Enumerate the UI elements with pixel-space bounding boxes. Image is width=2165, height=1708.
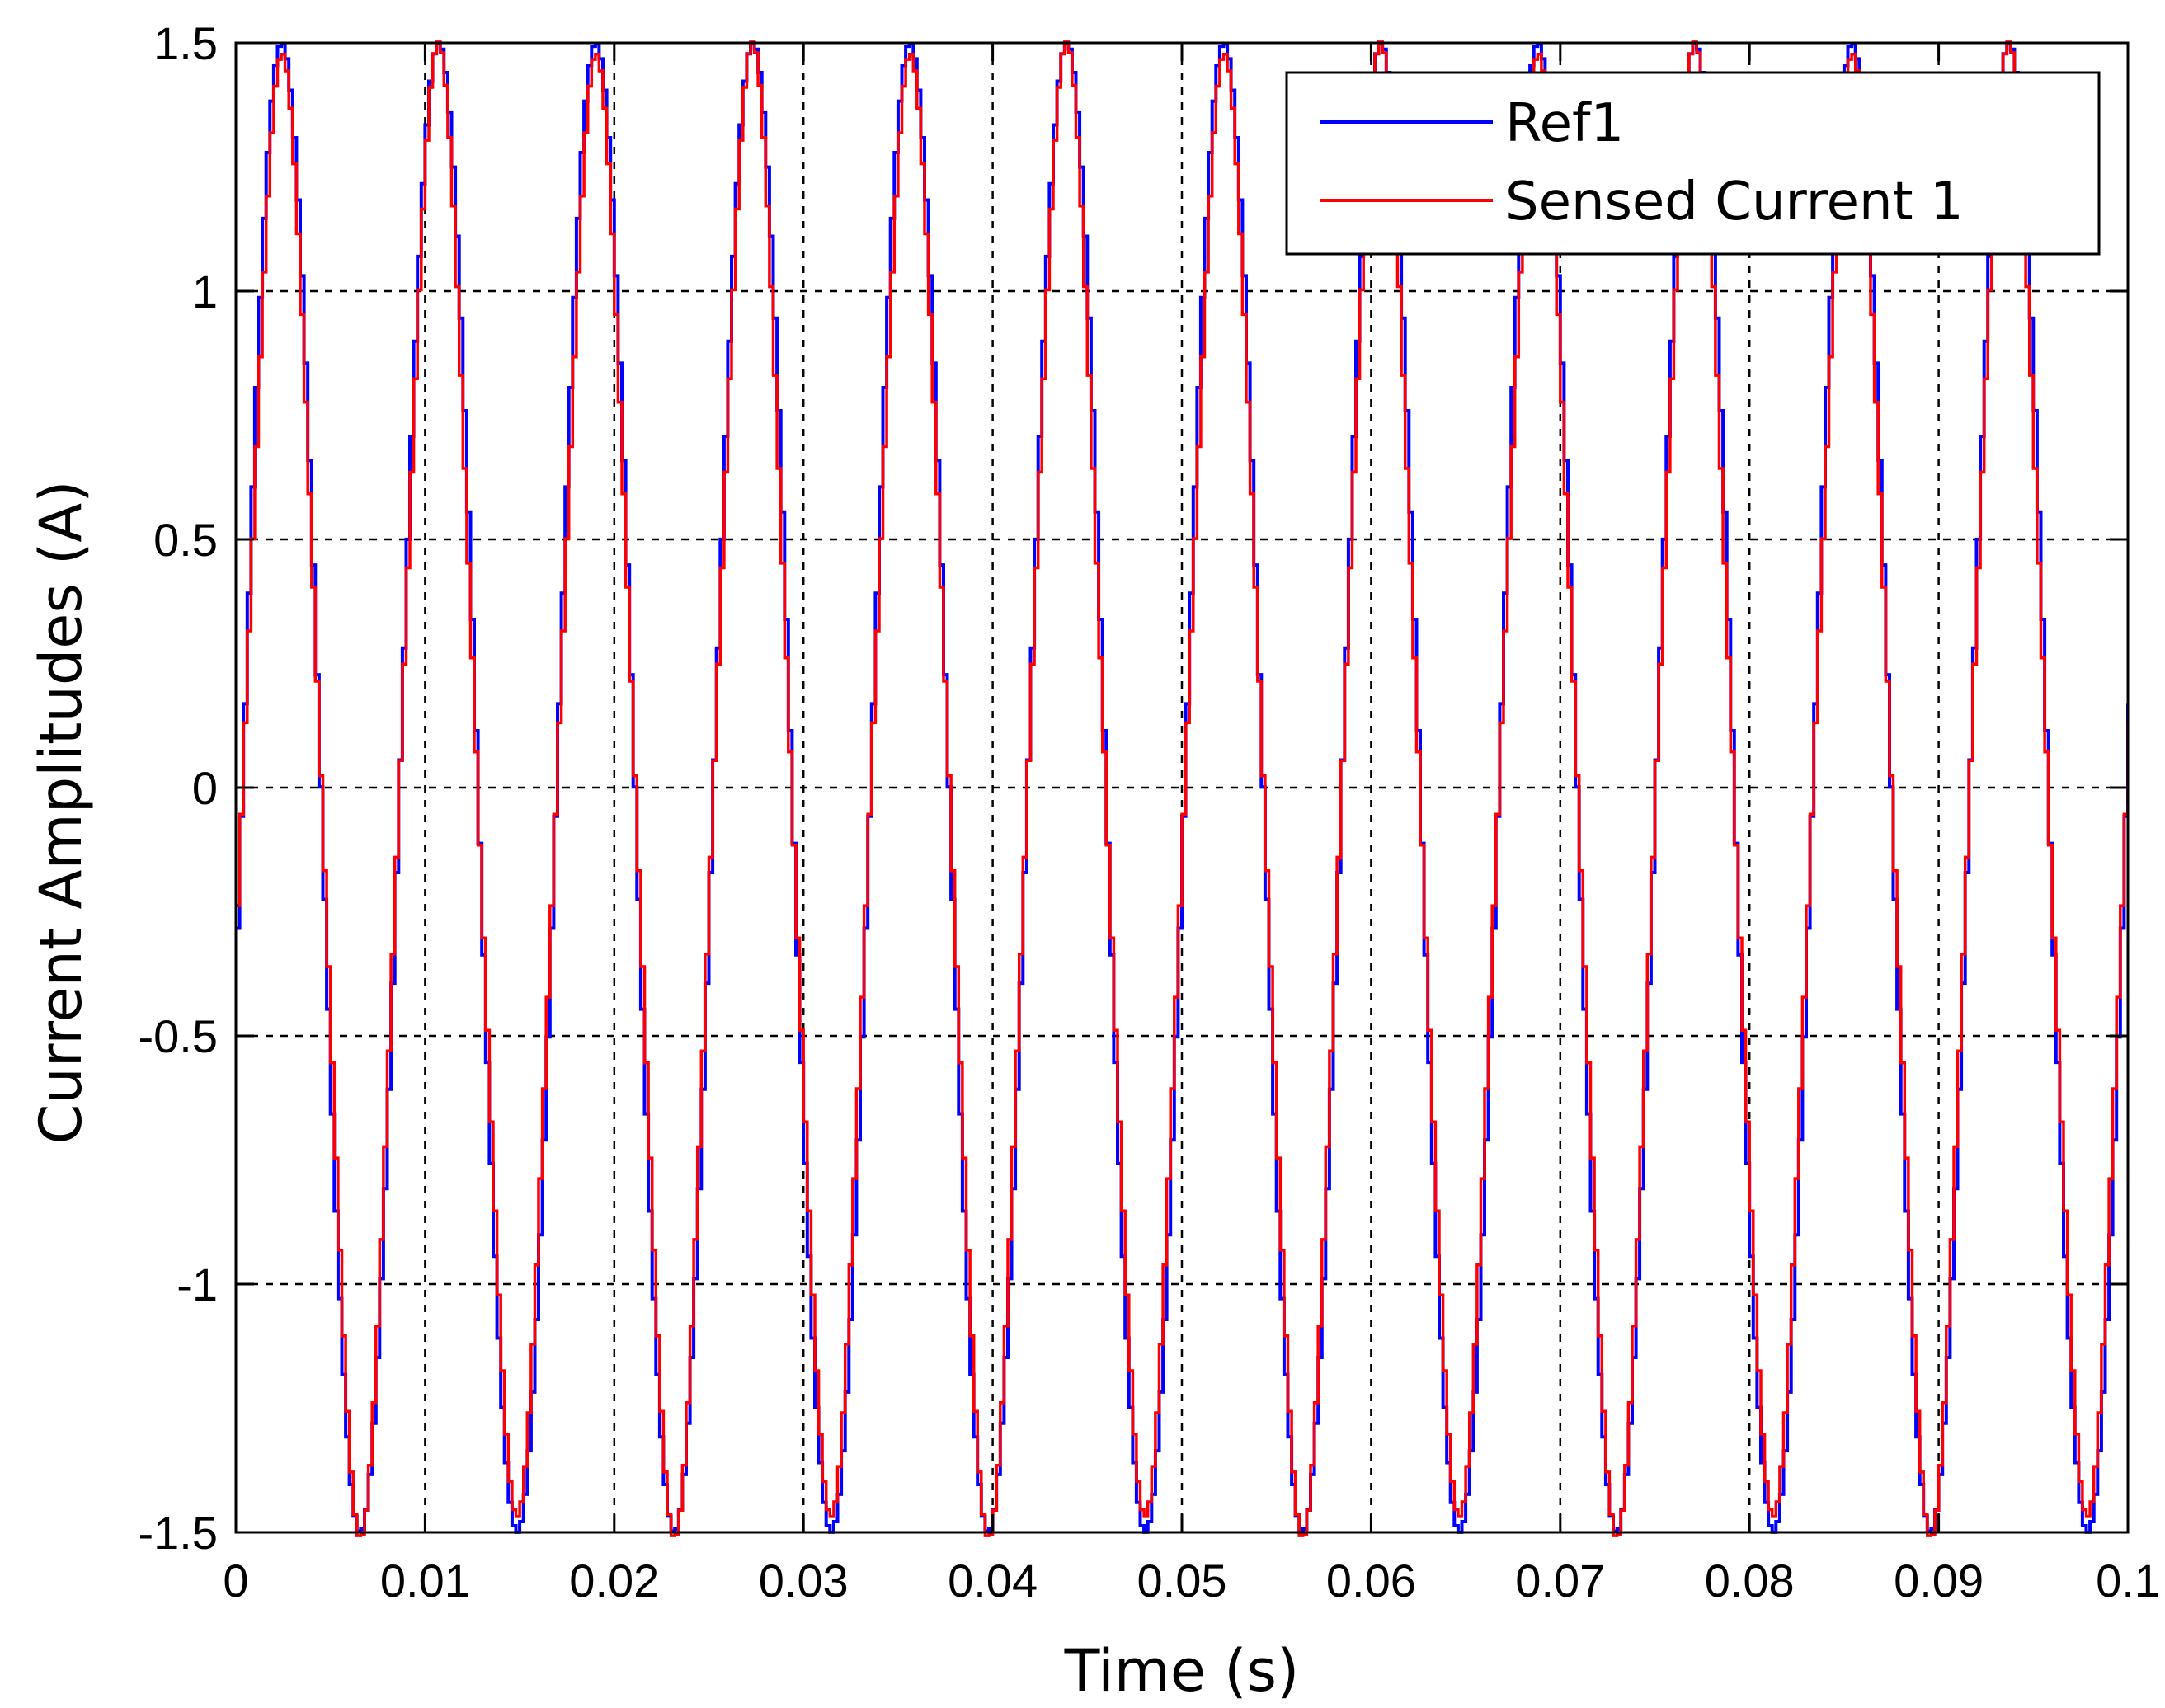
x-tick-label: 0.03: [759, 1555, 849, 1607]
y-tick-label: 0.5: [153, 514, 218, 566]
grid: [236, 43, 2128, 1532]
legend-entry-ref1: Ref1: [1505, 93, 1624, 154]
x-tick-label: 0.09: [1894, 1555, 1984, 1607]
x-tick-label: 0.08: [1705, 1555, 1795, 1607]
y-tick-label: -1: [176, 1259, 218, 1310]
x-tick-label: 0.1: [2096, 1555, 2160, 1607]
series-layer: [236, 40, 2128, 1537]
legend: Ref1 Sensed Current 1: [1285, 71, 2101, 256]
y-tick-label: -1.5: [139, 1507, 219, 1559]
x-tick-label: 0.05: [1137, 1555, 1227, 1607]
y-tick-label: 0: [192, 762, 218, 814]
x-axis-label: Time (s): [1064, 1637, 1300, 1705]
y-axis-label: Current Amplitudes (A): [27, 480, 95, 1144]
x-tick-label: 0.02: [569, 1555, 659, 1607]
x-tick-label: 0.04: [948, 1555, 1038, 1607]
y-tick-label: 1.5: [153, 17, 218, 69]
ticks: [234, 41, 2130, 1534]
legend-box: [1285, 71, 2101, 256]
tick-labels: 0 0.01 0.02 0.03 0.04 0.05 0.06 0.07 0.08 0.09 0.1…: [139, 17, 2160, 1607]
y-tick-label: -0.5: [139, 1010, 219, 1062]
series-line-sensed-current-1: [236, 40, 2128, 1537]
x-tick-label: 0.07: [1515, 1555, 1605, 1607]
y-tick-label: 1: [192, 266, 218, 318]
x-tick-label: 0.01: [380, 1555, 470, 1607]
x-tick-label: 0.06: [1326, 1555, 1416, 1607]
x-tick-label: 0: [223, 1555, 248, 1607]
legend-entry-sensed-current-1: Sensed Current 1: [1505, 172, 1964, 233]
